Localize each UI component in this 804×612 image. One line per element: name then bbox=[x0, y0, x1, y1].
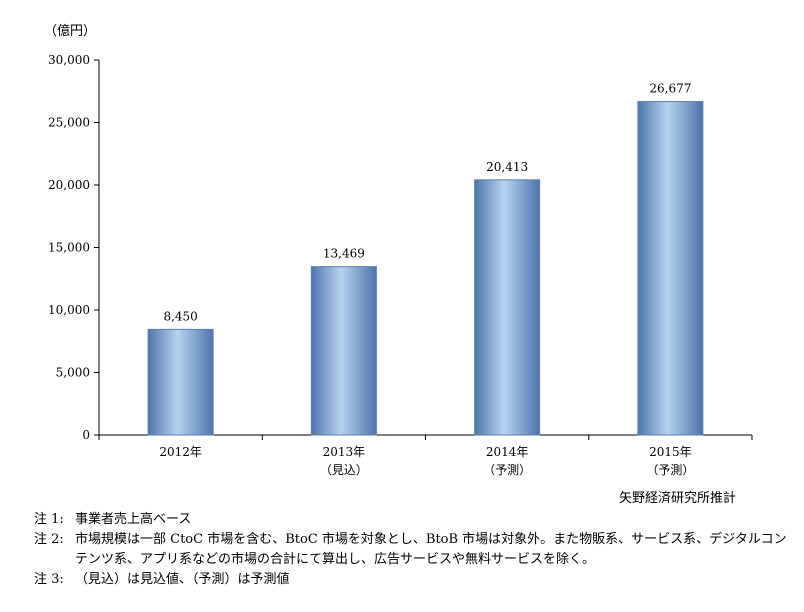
note-2: 注 2: 市場規模は一部 CtoC 市場を含む、BtoC 市場を対象とし、Bto… bbox=[34, 530, 804, 570]
x-category-label: 2015年 bbox=[649, 445, 692, 459]
note-2-label: 注 2: bbox=[34, 532, 64, 547]
note-1-text: 事業者売上高ベース bbox=[75, 512, 192, 527]
bar bbox=[147, 328, 214, 436]
bar-value-label: 13,469 bbox=[323, 247, 365, 261]
note-3: 注 3: （見込）は見込値、（予測）は予測値 bbox=[34, 570, 804, 590]
x-category-label: 2014年 bbox=[486, 445, 529, 459]
bar bbox=[474, 179, 541, 436]
note-3-label: 注 3: bbox=[34, 572, 64, 587]
y-tick-label: 20,000 bbox=[48, 178, 90, 192]
bar-chart: 0 5,000 10,000 15,000 20,000 25,000 30,000 8,45… bbox=[48, 53, 753, 477]
y-tick-label: 25,000 bbox=[48, 116, 90, 130]
y-tick-label: 0 bbox=[82, 428, 90, 442]
note-1: 注 1: 事業者売上高ベース bbox=[34, 510, 804, 530]
note-2-text: 市場規模は一部 CtoC 市場を含む、BtoC 市場を対象とし、BtoB 市場は… bbox=[75, 532, 787, 567]
y-tick-label: 5,000 bbox=[56, 366, 90, 380]
bar-value-label: 26,677 bbox=[649, 82, 691, 96]
source-credit: 矢野経済研究所推計 bbox=[619, 491, 737, 506]
x-category-label: 2012年 bbox=[159, 445, 202, 459]
y-tick-label: 10,000 bbox=[48, 303, 90, 317]
y-tick-label: 15,000 bbox=[48, 241, 90, 255]
bar-value-label: 20,413 bbox=[486, 160, 528, 174]
bar bbox=[637, 101, 704, 436]
notes-section: 注 1: 事業者売上高ベース 注 2: 市場規模は一部 CtoC 市場を含む、B… bbox=[34, 510, 804, 590]
x-category-label: 2013年 bbox=[323, 445, 366, 459]
bar bbox=[310, 266, 377, 436]
x-category-label: （見込） bbox=[320, 463, 368, 477]
note-1-label: 注 1: bbox=[34, 512, 64, 527]
note-3-text: （見込）は見込値、（予測）は予測値 bbox=[75, 572, 290, 587]
y-tick-label: 30,000 bbox=[48, 53, 90, 67]
y-axis-unit-label: （億円） bbox=[44, 24, 97, 39]
x-category-label: （予測） bbox=[483, 463, 531, 477]
bar-value-label: 8,450 bbox=[163, 309, 197, 323]
x-category-label: （予測） bbox=[646, 463, 694, 477]
